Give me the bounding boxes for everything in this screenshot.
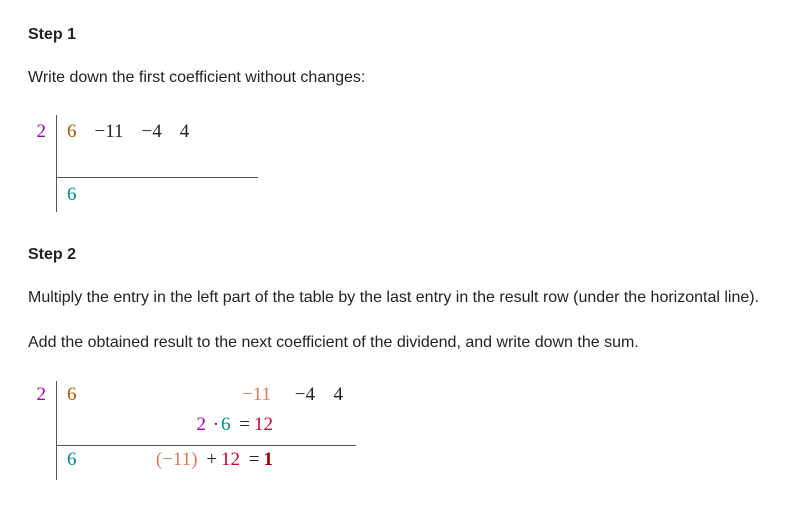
step2-divisor: 2 (35, 381, 49, 408)
step1-table: 2 6 −11 −4 4 6 (28, 115, 258, 212)
step2-bot-a: 6 (65, 446, 79, 473)
step2-top-b: −11 (240, 381, 273, 408)
step2-top-c: −4 (293, 381, 317, 408)
step1-heading: Step 1 (28, 26, 772, 44)
step2-bot-expr: (−11) +12 =1 (95, 449, 277, 471)
step1-coeff-d: 4 (178, 118, 192, 146)
step2-top-d: 4 (332, 381, 346, 408)
step2-table: 2 6 −11 −4 4 2 ·6 =12 6 (−11) +1 (28, 381, 356, 480)
step2-bot-result: 1 (264, 449, 274, 470)
step2-mid-b: 6 (221, 414, 231, 435)
step2-mid-rhs: 12 (254, 414, 273, 435)
step1-result-a: 6 (65, 181, 79, 209)
step1-coeff-b: −11 (93, 118, 126, 146)
step2-text2: Add the obtained result to the next coef… (28, 331, 772, 354)
step1-divisor: 2 (35, 118, 49, 145)
step2-mid-a: 2 (196, 414, 206, 435)
step2-bot-eq: = (245, 449, 264, 470)
step2-bot-l: (−11) (156, 449, 198, 470)
step1-coeff-c: −4 (140, 118, 164, 146)
step2-bot-r: 12 (221, 449, 240, 470)
step1-coeff-a: 6 (65, 118, 79, 146)
step2-mid-eq: = (235, 414, 254, 435)
step2-top-a: 6 (65, 381, 79, 408)
step2-mid-dot: · (211, 414, 221, 435)
step2-mid-expr: 2 ·6 =12 (95, 414, 277, 436)
step2-text1: Multiply the entry in the left part of t… (28, 286, 772, 309)
step1-text: Write down the first coefficient without… (28, 66, 772, 89)
step2-heading: Step 2 (28, 246, 772, 264)
step2-bot-plus: + (202, 449, 221, 470)
